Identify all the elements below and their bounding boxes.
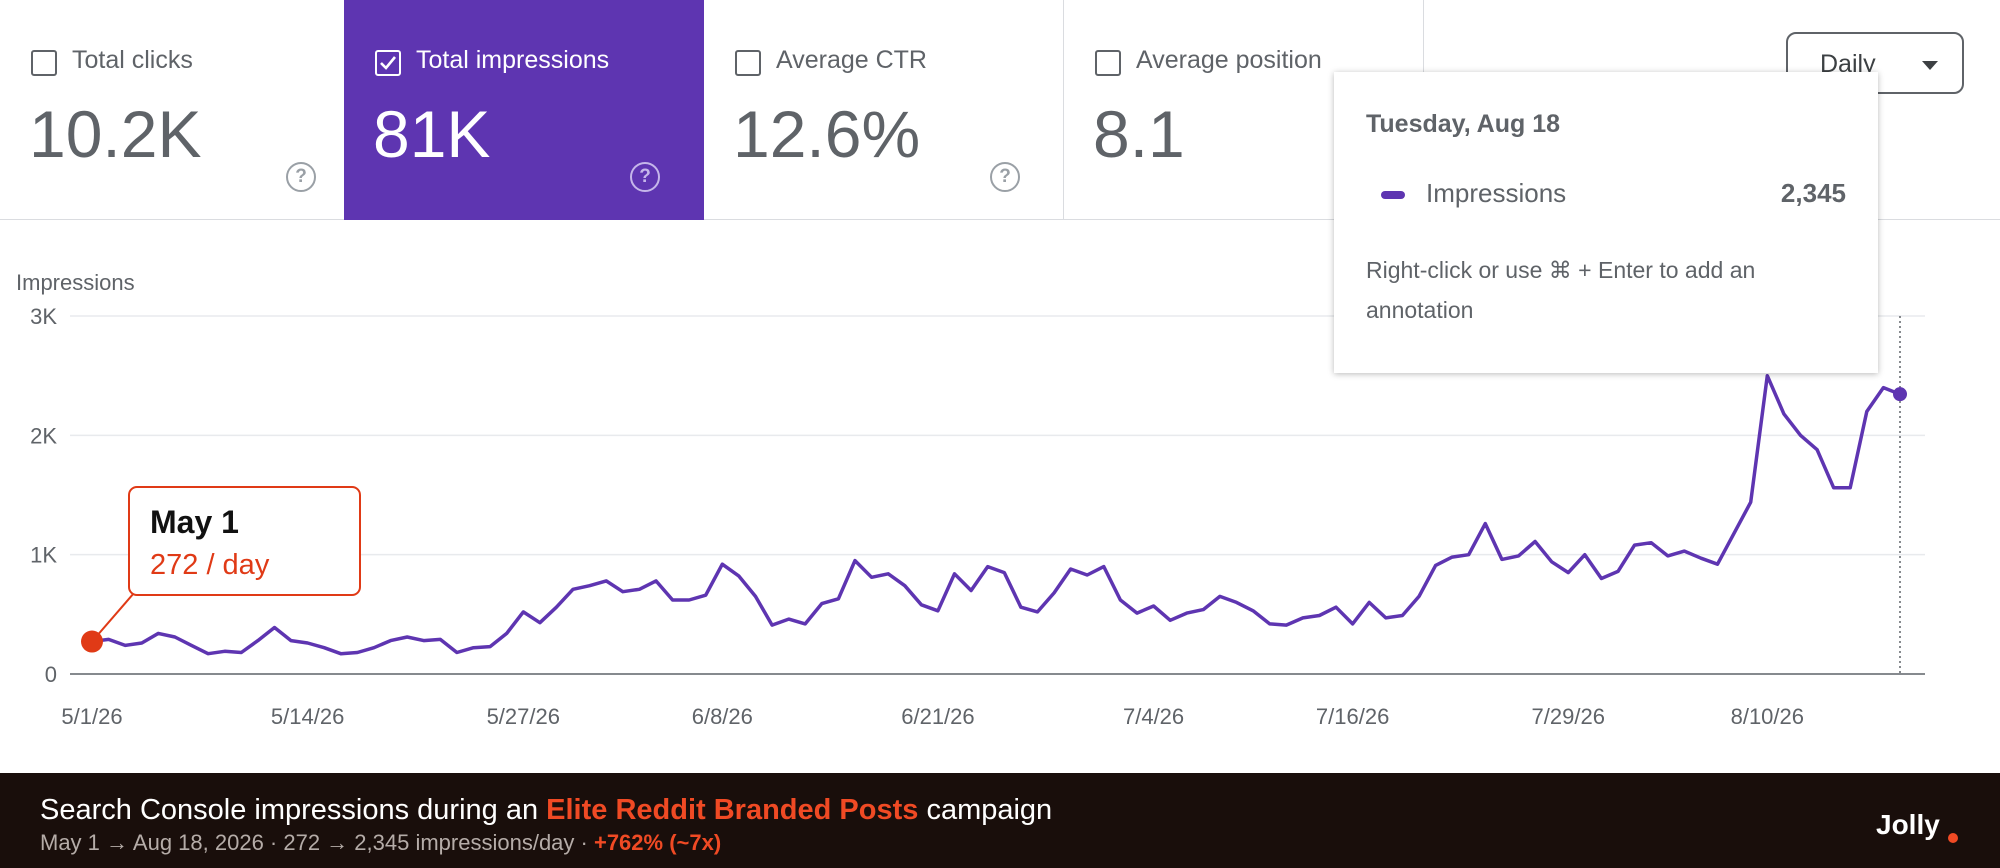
x-tick-label: 6/8/26 (692, 704, 753, 729)
footer-title-highlight: Elite Reddit Branded Posts (546, 794, 919, 826)
y-tick-labels: 0 1K 2K 3K (30, 304, 57, 687)
y-axis-label: Impressions (16, 270, 135, 295)
caption-footer: Search Console impressions during an Eli… (0, 773, 2000, 868)
x-tick-label: 7/29/26 (1532, 704, 1605, 729)
check-icon (380, 56, 397, 70)
x-tick-label: 5/14/26 (271, 704, 344, 729)
checkbox-checked[interactable] (375, 50, 401, 76)
y-tick-label: 3K (30, 304, 57, 329)
start-point-marker (81, 630, 103, 653)
checkbox[interactable] (31, 50, 57, 76)
metric-cards: Total clicks 10.2K ? Total impressions 8… (0, 0, 2000, 220)
tooltip-value: 2,345 (1780, 178, 1846, 208)
y-tick-label: 0 (45, 662, 57, 687)
metric-value: 81K (373, 97, 491, 171)
help-icon[interactable]: ? (990, 162, 1020, 192)
chevron-down-icon (1922, 61, 1938, 70)
x-tick-label: 7/4/26 (1123, 704, 1184, 729)
brand-logo: Jolly (1876, 809, 1940, 840)
x-tick-label: 8/10/26 (1731, 704, 1804, 729)
series-swatch (1381, 191, 1405, 199)
footer-subtitle: May 1 → Aug 18, 2026 · 272 → 2,345 impre… (40, 830, 721, 856)
help-icon[interactable]: ? (286, 162, 316, 192)
x-tick-label: 7/16/26 (1316, 704, 1389, 729)
impressions-series-line (91, 373, 1901, 656)
metric-value: 12.6% (733, 97, 921, 171)
y-tick-label: 2K (30, 423, 57, 448)
impressions-chart: Impressions 0 1K 2K 3K 5/1/26 5/14/26 5/27/26… (16, 270, 1925, 729)
metric-card-average-ctr[interactable]: Average CTR 12.6% ? (704, 0, 1064, 220)
callout-box (128, 486, 361, 596)
checkbox[interactable] (1095, 50, 1121, 76)
brand-dot (1948, 833, 1958, 843)
footer-title-end: campaign (918, 794, 1053, 826)
footer-title-text: Search Console impressions during an (40, 794, 547, 826)
footer-subtitle-text: May 1 → Aug 18, 2026 · 272 → 2,345 impre… (40, 830, 594, 855)
start-callout: May 1 272 / day (128, 486, 361, 596)
callout-subtitle: 272 / day (150, 549, 270, 581)
help-icon[interactable]: ? (630, 162, 660, 192)
growth-percent: +762% (~7x) (593, 830, 722, 855)
metric-card-total-clicks[interactable]: Total clicks 10.2K ? (0, 0, 360, 220)
checkbox[interactable] (735, 50, 761, 76)
metric-label: Average CTR (776, 46, 927, 74)
callout-title: May 1 (150, 504, 239, 540)
x-tick-label: 5/27/26 (487, 704, 560, 729)
data-tooltip: Tuesday, Aug 18 Impressions 2,345 Right-… (1334, 72, 1878, 373)
y-tick-label: 1K (30, 543, 57, 568)
tooltip-series-name: Impressions (1426, 178, 1567, 208)
footer-title: Search Console impressions during an Eli… (40, 794, 1052, 827)
tooltip-date: Tuesday, Aug 18 (1366, 110, 1561, 138)
metric-label: Total impressions (416, 46, 610, 74)
x-tick-labels: 5/1/26 5/14/26 5/27/26 6/8/26 6/21/26 7/4/26 7… (61, 704, 1804, 729)
metric-label: Average position (1136, 46, 1322, 74)
x-tick-label: 5/1/26 (61, 704, 122, 729)
metric-value: 8.1 (1093, 97, 1185, 171)
hover-point[interactable] (1893, 387, 1907, 402)
tooltip-hint: Right-click or use ⌘ + Enter to add an a… (1366, 257, 1756, 323)
x-tick-label: 6/21/26 (901, 704, 974, 729)
metric-card-total-impressions[interactable]: Total impressions 81K ? (344, 0, 704, 220)
metric-label: Total clicks (72, 46, 193, 74)
metric-value: 10.2K (29, 97, 202, 171)
